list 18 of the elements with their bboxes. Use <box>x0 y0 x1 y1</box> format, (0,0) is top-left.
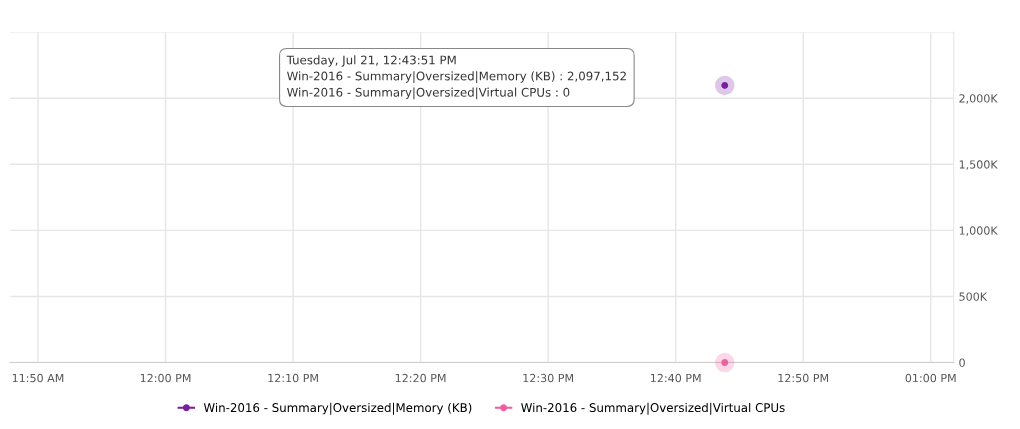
x-tick-label: 12:20 PM <box>395 373 446 383</box>
x-tick-label: 11:50 AM <box>12 373 64 383</box>
x-tick-label: 12:40 PM <box>651 373 701 383</box>
y-tick-label: 1,500K <box>959 160 998 170</box>
annotation: Win-2016 - Summary|Oversized|Virtual CPUs : 0 <box>287 87 570 100</box>
annotation: Win-2016 - Summary|Oversized|Memory (KB) : 2,097,152 <box>287 71 626 84</box>
y-tick-label: 500K <box>959 292 988 301</box>
y-tick-label: 2,000K <box>959 94 998 104</box>
y-tick-label: 0 <box>959 358 965 367</box>
legend-label: Win-2016 - Summary|Oversized|Virtual CPUs <box>521 402 785 415</box>
x-tick-label: 12:30 PM <box>523 373 573 383</box>
x-tick-label: 12:10 PM <box>268 373 318 383</box>
x-tick-label: 12:50 PM <box>778 373 829 383</box>
legend-label: Win-2016 - Summary|Oversized|Memory (KB) <box>203 402 472 415</box>
x-tick-label: 01:00 PM <box>905 373 956 383</box>
annotation: Tuesday, Jul 21, 12:43:51 PM <box>286 55 456 67</box>
x-tick-label: 12:00 PM <box>140 373 191 383</box>
y-tick-label: 1,000K <box>959 226 998 236</box>
